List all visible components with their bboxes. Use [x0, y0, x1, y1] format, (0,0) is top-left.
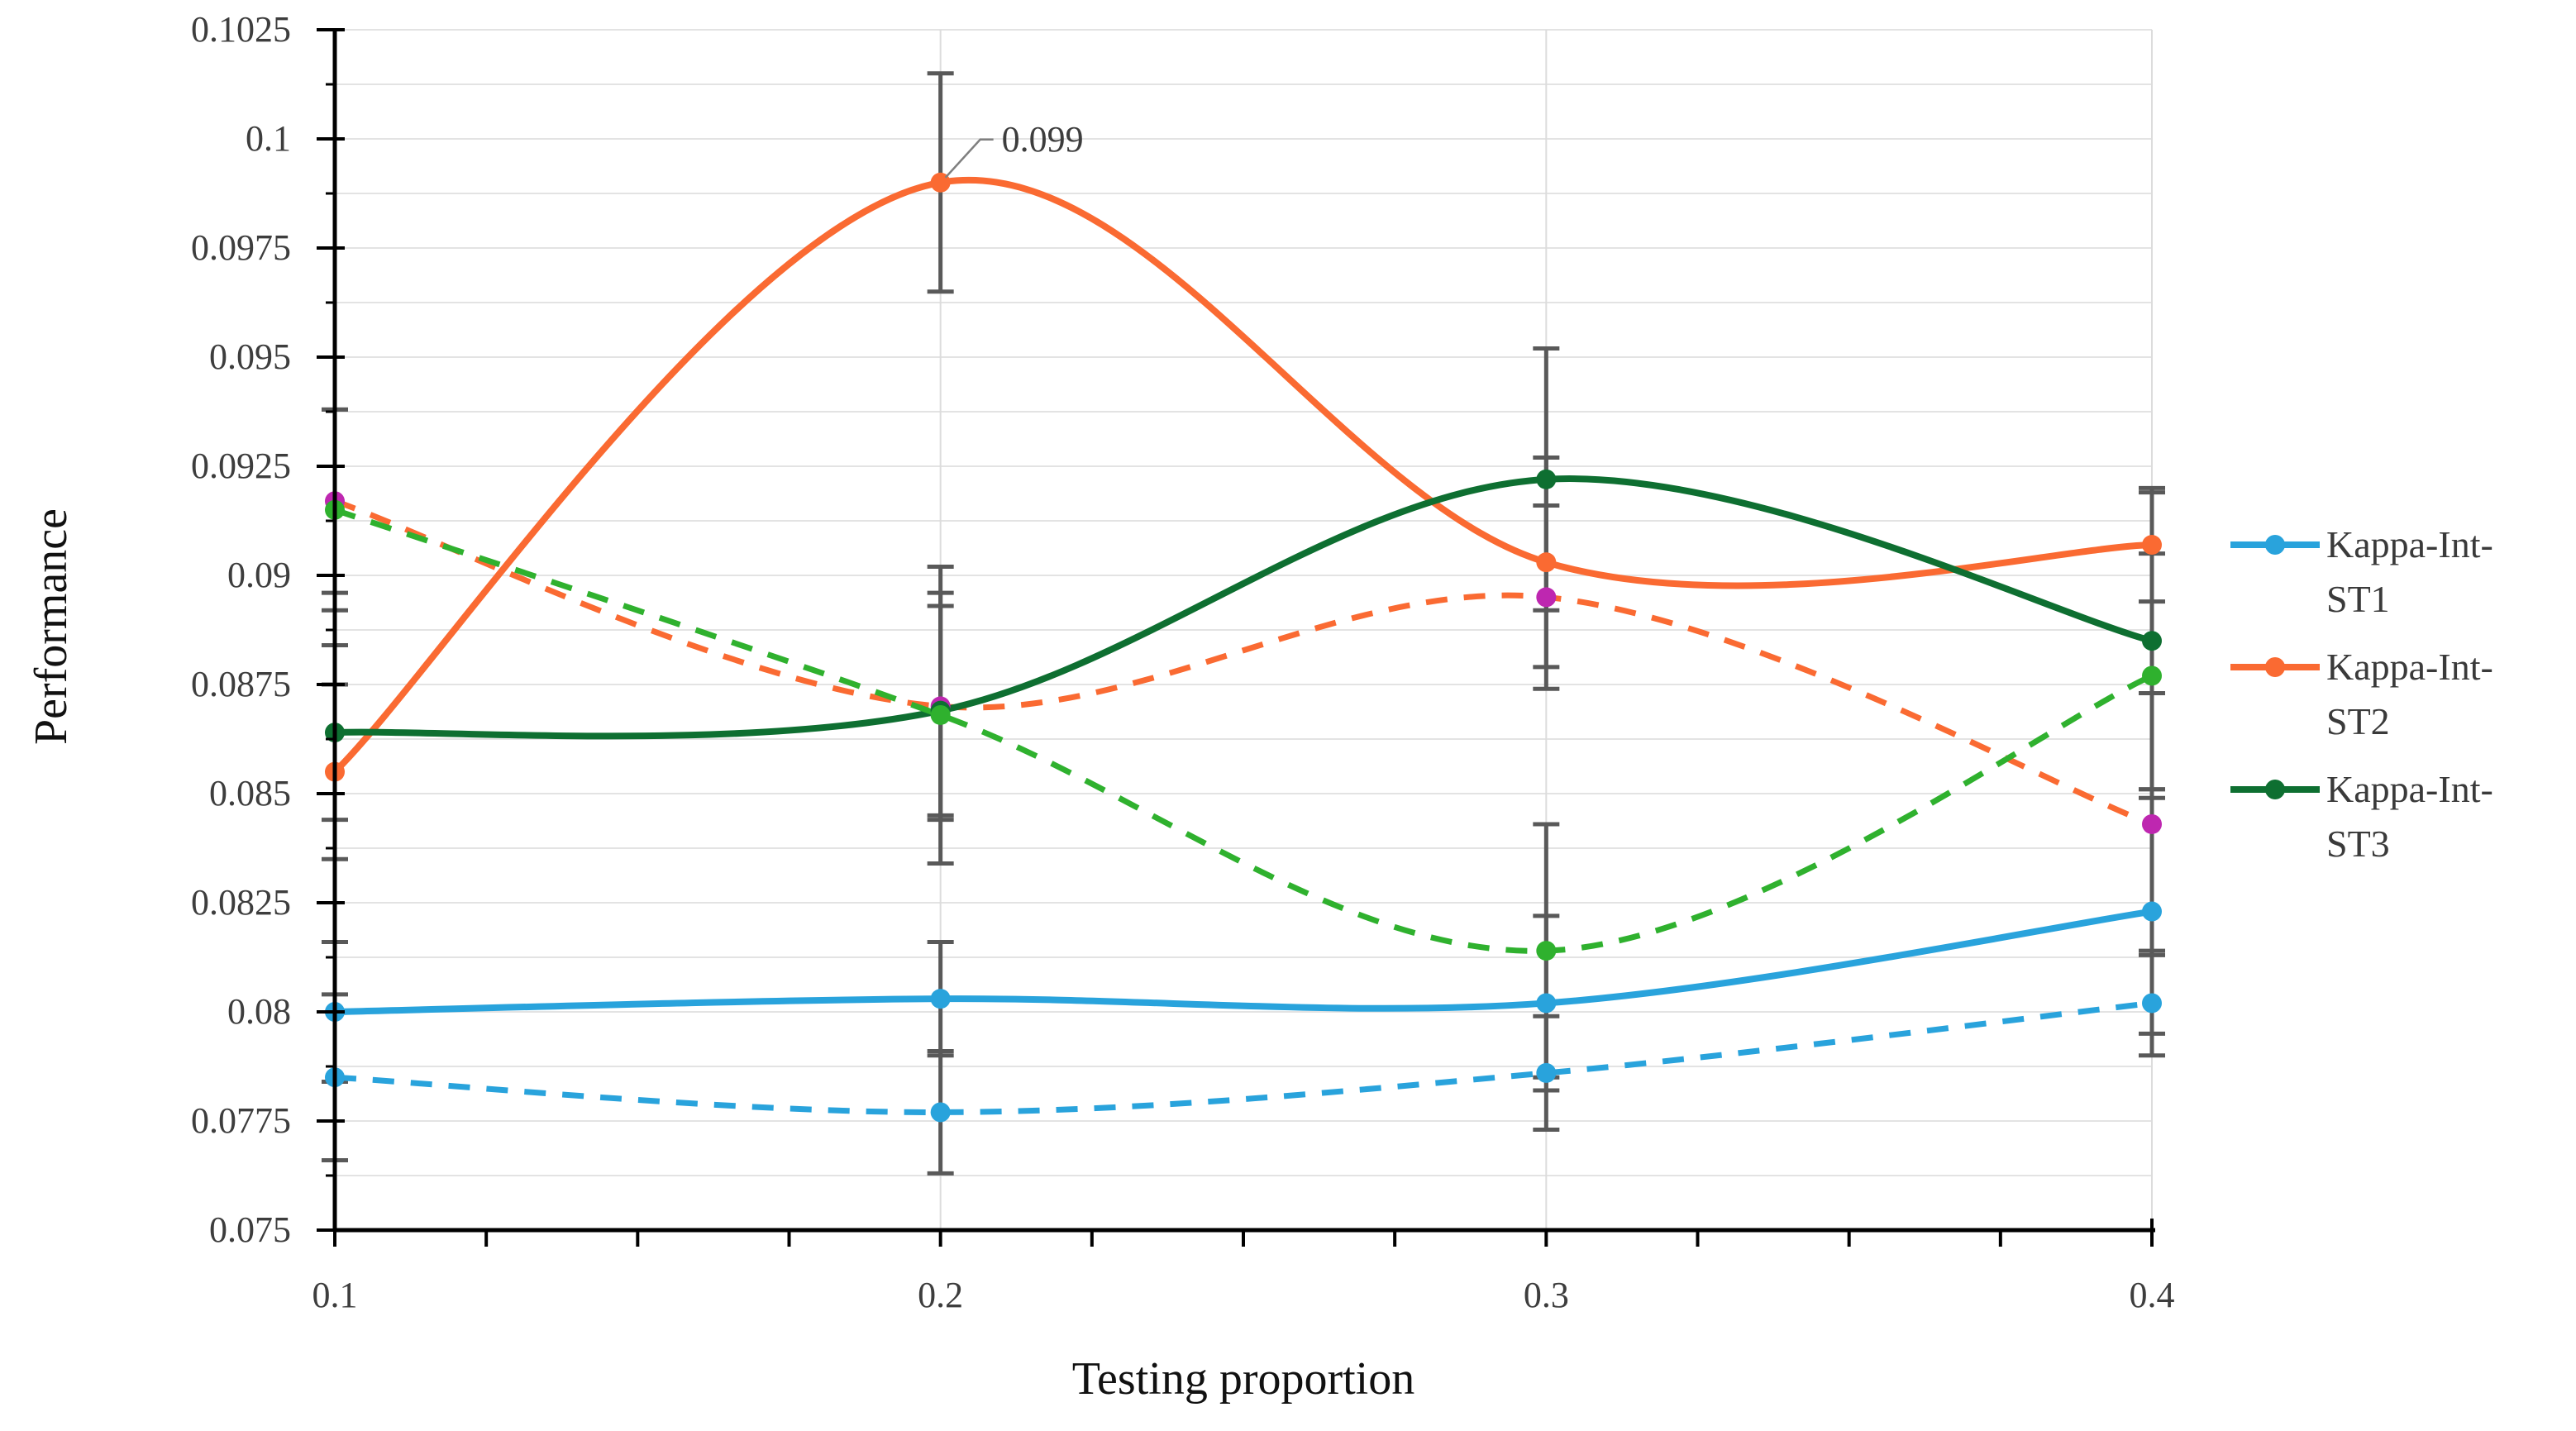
leader-line: [944, 138, 994, 179]
data-point-marker[interactable]: [1536, 552, 1557, 573]
series-line-kappa-int-st2-dashed[interactable]: [333, 498, 2154, 828]
y-tick-label: 0.09: [227, 555, 291, 595]
axes-and-ticks: [317, 28, 2155, 1247]
legend-item-kappa-int-st2[interactable]: Kappa-Int-ST2: [2229, 640, 2540, 749]
data-point-marker[interactable]: [1536, 587, 1557, 608]
legend-item-kappa-int-st3[interactable]: Kappa-Int-ST3: [2229, 762, 2540, 871]
legend-line-marker-icon: [2230, 780, 2320, 799]
y-tick-label: 0.075: [209, 1209, 291, 1250]
series-line-kappa-int-st2[interactable]: [332, 177, 2153, 775]
x-tick-label: 0.1: [312, 1275, 358, 1315]
data-point-marker[interactable]: [930, 989, 951, 1009]
data-point-marker[interactable]: [2142, 631, 2162, 651]
data-point-marker[interactable]: [1536, 1062, 1557, 1083]
series-line-kappa-int-st1[interactable]: [334, 908, 2153, 1015]
data-point-marker[interactable]: [930, 704, 951, 725]
data-point-marker[interactable]: [2142, 901, 2162, 922]
data-point-marker[interactable]: [2142, 813, 2162, 834]
data-point-marker[interactable]: [1536, 993, 1557, 1014]
horizontal-gridlines: [335, 29, 2152, 1176]
data-label-0099: 0.099: [1001, 118, 1084, 160]
legend-line-marker-icon: [2230, 657, 2320, 677]
y-tick-label: 0.0825: [191, 882, 291, 923]
legend: Kappa-Int-ST1 Kappa-Int-ST2 Kappa-Int-ST…: [2229, 518, 2540, 885]
series-line-kappa-int-st3[interactable]: [334, 475, 2154, 740]
y-tick-label: 0.1025: [191, 9, 291, 50]
legend-label: Kappa-Int-ST1: [2326, 523, 2493, 620]
x-tick-label: 0.3: [1523, 1275, 1569, 1315]
data-point-marker[interactable]: [2142, 535, 2162, 556]
y-tick-label: 0.1: [246, 118, 291, 159]
x-axis-title: Testing proportion: [1071, 1353, 1415, 1405]
data-point-marker[interactable]: [930, 1102, 951, 1123]
series-line-kappa-int-st1-dashed[interactable]: [334, 999, 2153, 1115]
legend-item-kappa-int-st1[interactable]: Kappa-Int-ST1: [2229, 518, 2540, 627]
x-tick-label: 0.4: [2129, 1275, 2175, 1315]
y-tick-label: 0.0875: [191, 664, 291, 704]
data-point-marker[interactable]: [1536, 469, 1557, 489]
legend-line-marker-icon: [2230, 535, 2320, 555]
legend-label: Kappa-Int-ST2: [2326, 646, 2493, 742]
y-tick-label: 0.0925: [191, 446, 291, 486]
data-point-marker[interactable]: [2142, 993, 2162, 1014]
x-tick-label: 0.2: [918, 1275, 964, 1315]
y-tick-label: 0.085: [209, 773, 291, 813]
y-axis-title: Performance: [26, 508, 77, 746]
annotation-leader-line: [944, 138, 994, 179]
legend-label: Kappa-Int-ST3: [2326, 768, 2493, 865]
y-tick-label: 0.0975: [191, 227, 291, 268]
y-tick-label: 0.0775: [191, 1100, 291, 1141]
y-tick-label: 0.095: [209, 336, 291, 377]
data-point-marker[interactable]: [1536, 941, 1557, 961]
data-point-marker[interactable]: [2142, 665, 2162, 686]
series-lines: [332, 177, 2154, 1115]
y-tick-label: 0.08: [227, 991, 291, 1032]
